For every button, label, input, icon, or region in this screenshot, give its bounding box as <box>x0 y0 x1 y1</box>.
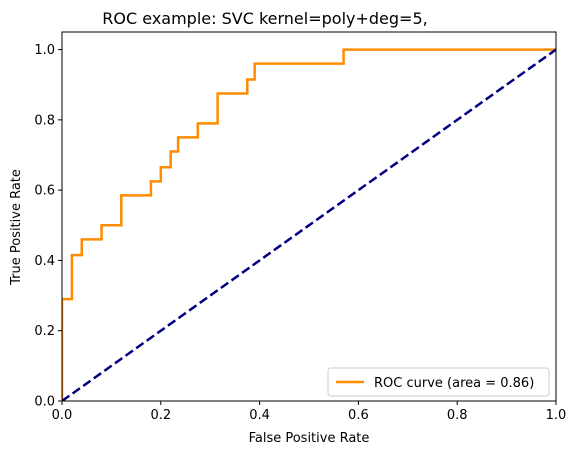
x-tick-label: 0.0 <box>52 408 73 423</box>
legend-box <box>327 367 550 397</box>
roc-curve-line <box>62 48 556 401</box>
y-tick-label: 0.2 <box>34 324 55 339</box>
y-tick-label: 1.0 <box>34 43 55 58</box>
x-tick-label: 0.4 <box>249 408 270 423</box>
axis-ticks: 0.0 0.2 0.4 0.6 0.8 1.0 0.0 0.2 0.4 0.6 0.8 1.0 <box>34 43 566 423</box>
y-axis-label: True Positive Rate <box>9 169 24 286</box>
y-tick-label: 0.6 <box>34 184 55 199</box>
y-tick-label: 0.4 <box>34 254 55 269</box>
x-axis-label: False Positive Rate <box>249 431 370 446</box>
x-tick-label: 0.2 <box>150 408 171 423</box>
y-tick-label: 0.0 <box>34 395 55 410</box>
axes-frame <box>61 31 557 402</box>
x-tick-label: 0.8 <box>447 408 468 423</box>
chart-title: ROC example: SVC kernel=poly+deg=5, <box>102 9 427 28</box>
legend-label-roc-curve: ROC curve (area = 0.86) <box>374 376 534 391</box>
plot-area <box>61 31 557 402</box>
x-tick-label: 0.6 <box>348 408 369 423</box>
legend: ROC curve (area = 0.86) <box>327 367 550 397</box>
chance-diagonal-line <box>62 48 556 401</box>
y-tick-label: 0.8 <box>34 113 55 128</box>
x-tick-label: 1.0 <box>546 408 567 423</box>
